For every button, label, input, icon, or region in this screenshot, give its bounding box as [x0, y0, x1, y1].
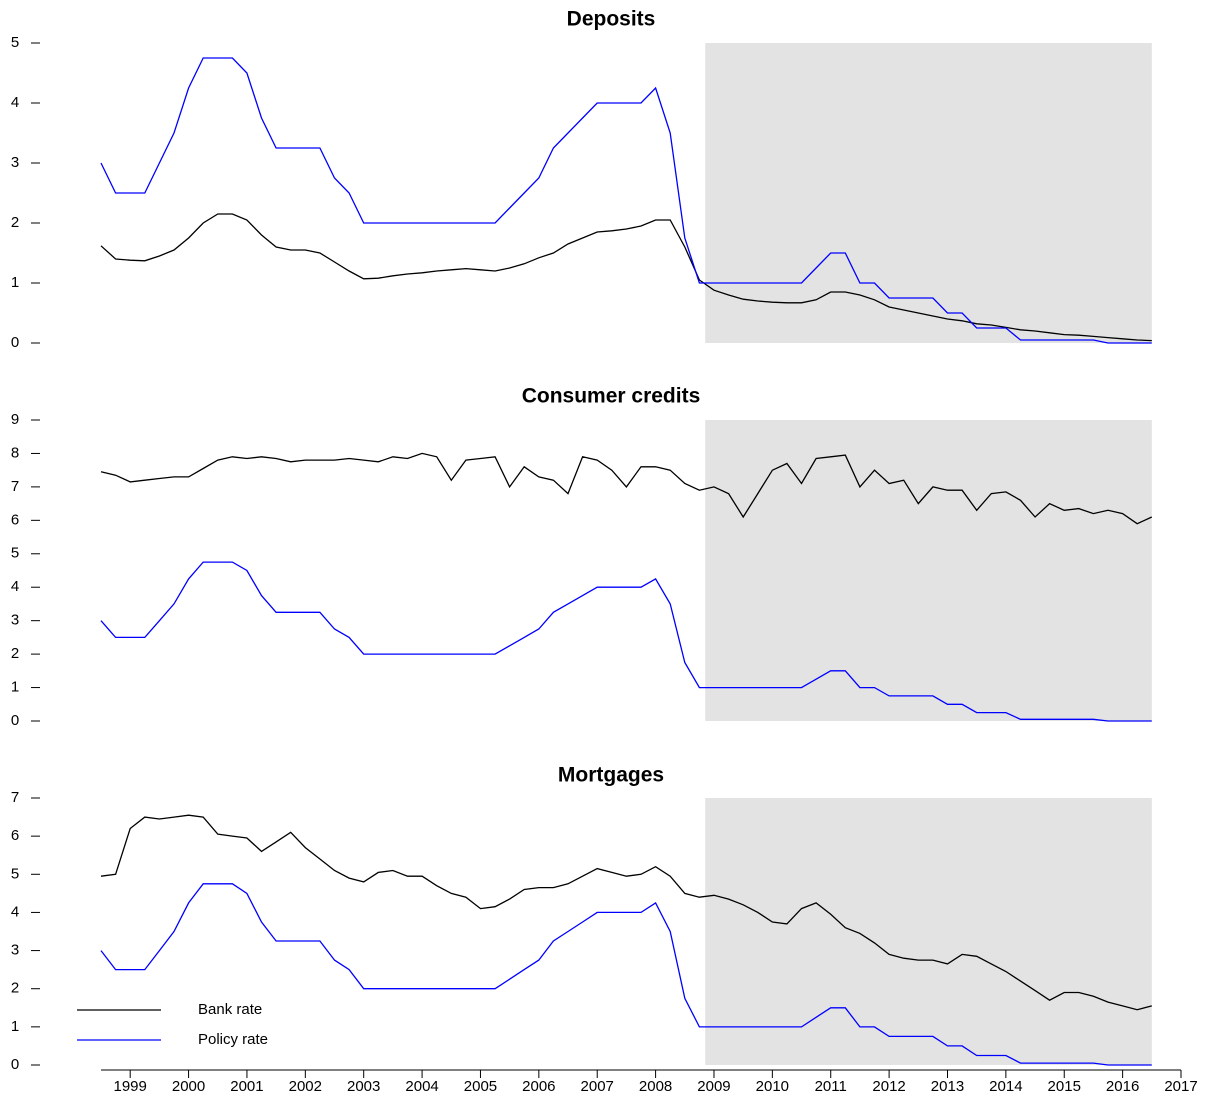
y-tick-label: 3 — [11, 154, 19, 171]
y-tick-label: 2 — [11, 980, 19, 997]
series-line — [100, 883, 1152, 1066]
series-line — [100, 561, 1152, 722]
series-line — [100, 452, 1153, 525]
y-tick-label: 9 — [11, 411, 19, 428]
x-tick-label: 2011 — [815, 1078, 847, 1095]
y-tick-label: 5 — [11, 865, 19, 882]
y-tick-label: 0 — [11, 712, 19, 729]
x-tick-label: 2010 — [756, 1078, 789, 1095]
series-line — [100, 57, 1152, 344]
shaded-region — [705, 798, 1152, 1065]
x-tick-label: 2009 — [697, 1078, 730, 1095]
x-tick-label: 2006 — [522, 1078, 555, 1095]
x-tick-label: 2008 — [639, 1078, 672, 1095]
y-tick-label: 7 — [11, 789, 19, 806]
y-tick-label: 0 — [11, 334, 19, 351]
chart-title: Consumer credits — [522, 385, 701, 408]
y-tick-label: 4 — [11, 903, 19, 920]
y-tick-label: 5 — [11, 545, 19, 562]
y-tick-label: 3 — [11, 612, 19, 629]
y-tick-label: 5 — [11, 34, 19, 51]
x-tick-label: 2012 — [872, 1078, 905, 1095]
y-tick-label: 6 — [11, 827, 19, 844]
y-tick-label: 4 — [11, 94, 19, 111]
shaded-region — [705, 420, 1152, 721]
y-tick-label: 3 — [11, 942, 19, 959]
y-tick-label: 1 — [11, 274, 19, 291]
x-tick-label: 2004 — [405, 1078, 438, 1095]
x-tick-label: 2013 — [931, 1078, 964, 1095]
x-tick-label: 2002 — [289, 1078, 322, 1095]
chart-title: Mortgages — [558, 764, 664, 787]
x-tick-label: 2005 — [464, 1078, 497, 1095]
series-line — [100, 814, 1152, 1011]
x-tick-label: 2014 — [989, 1078, 1022, 1095]
y-tick-label: 8 — [11, 444, 19, 461]
x-tick-label: 2007 — [581, 1078, 614, 1095]
legend-label: Bank rate — [198, 1001, 262, 1018]
x-tick-label: 2000 — [172, 1078, 205, 1095]
legend-label: Policy rate — [198, 1031, 268, 1048]
series-line — [100, 213, 1152, 342]
y-tick-label: 7 — [11, 478, 19, 495]
x-tick-label: 2001 — [230, 1078, 263, 1095]
y-tick-label: 1 — [11, 679, 19, 696]
y-tick-label: 4 — [11, 578, 19, 595]
x-tick-label: 2015 — [1048, 1078, 1081, 1095]
y-tick-label: 1 — [11, 1018, 19, 1035]
y-tick-label: 2 — [11, 214, 19, 231]
x-tick-label: 2003 — [347, 1078, 380, 1095]
x-tick-label: 1999 — [114, 1078, 147, 1095]
y-tick-label: 0 — [11, 1056, 19, 1073]
x-tick-label: 2016 — [1106, 1078, 1139, 1095]
y-tick-label: 6 — [11, 511, 19, 528]
y-tick-label: 2 — [11, 645, 19, 662]
shaded-region — [705, 43, 1152, 343]
x-tick-label: 2017 — [1164, 1078, 1197, 1095]
chart-title: Deposits — [567, 8, 656, 31]
